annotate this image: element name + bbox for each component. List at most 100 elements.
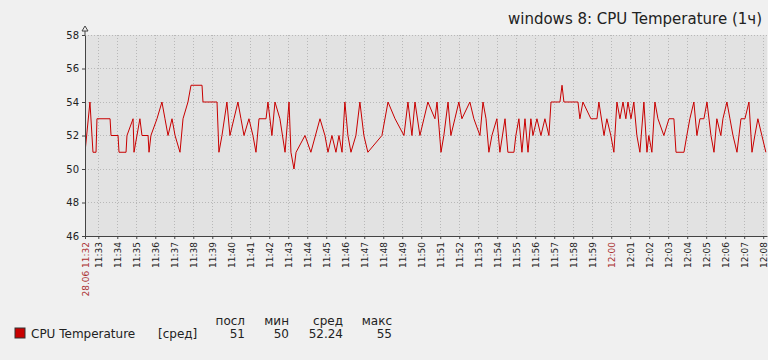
- x-tick-mark: [687, 236, 688, 239]
- x-tick-mark: [421, 236, 422, 239]
- x-tick-mark: [250, 236, 251, 239]
- grid-line-x: [421, 35, 422, 236]
- x-tick-label: 12:07: [740, 242, 750, 268]
- x-tick-mark: [136, 236, 137, 239]
- x-tick-label: 11:34: [113, 242, 123, 268]
- x-tick: 11:36: [151, 236, 161, 268]
- y-tick: 50: [66, 164, 85, 175]
- plot-marks: [85, 85, 766, 169]
- x-tick-label: 11:38: [189, 242, 199, 268]
- x-tick-label: 11:42: [265, 242, 275, 268]
- x-tick-mark: [573, 236, 574, 239]
- x-tick-mark: [668, 236, 669, 239]
- x-tick: 28.06 11:32: [81, 236, 91, 297]
- legend: CPU Temperature[сред]послминсредмакс5150…: [15, 314, 392, 341]
- x-tick: 11:57: [550, 236, 560, 268]
- grid-line-x: [744, 35, 745, 236]
- x-tick: 11:48: [379, 236, 389, 268]
- grid-line-x: [269, 35, 270, 236]
- grid-line-x: [402, 35, 403, 236]
- x-tick-label: 28.06 11:32: [81, 242, 91, 297]
- chart-container: 4648505254565828.06 11:3211:3311:3411:35…: [0, 0, 768, 360]
- y-tick-label: 56: [66, 63, 79, 74]
- grid: [85, 35, 767, 236]
- y-tick: 54: [66, 97, 85, 108]
- legend-header: мин: [264, 314, 289, 328]
- x-tick-label: 11:39: [208, 242, 218, 268]
- y-tick-mark: [82, 35, 85, 36]
- x-tick: 11:53: [474, 236, 484, 268]
- grid-line-x: [193, 35, 194, 236]
- x-tick-mark: [288, 236, 289, 239]
- grid-line-x: [326, 35, 327, 236]
- x-tick-mark: [516, 236, 517, 239]
- x-tick-mark: [98, 236, 99, 239]
- x-tick-mark: [193, 236, 194, 239]
- x-tick: 11:34: [113, 236, 123, 268]
- x-tick-label: 12:05: [702, 242, 712, 268]
- x-axis: 28.06 11:3211:3311:3411:3511:3611:3711:3…: [81, 236, 768, 297]
- grid-line-x: [478, 35, 479, 236]
- x-tick: 11:50: [417, 236, 427, 268]
- x-tick-mark: [535, 236, 536, 239]
- legend-function: [сред]: [158, 327, 197, 341]
- grid-line-x: [288, 35, 289, 236]
- x-tick-label: 11:50: [417, 242, 427, 268]
- y-tick-mark: [82, 169, 85, 170]
- x-tick: 12:02: [645, 236, 655, 268]
- grid-line-x: [668, 35, 669, 236]
- x-tick-mark: [402, 236, 403, 239]
- x-tick-label: 11:46: [341, 242, 351, 268]
- grid-line-x: [231, 35, 232, 236]
- grid-line-y: [85, 68, 767, 69]
- x-tick-label: 12:03: [664, 242, 674, 268]
- x-tick-label: 11:43: [284, 242, 294, 268]
- x-tick-label: 12:04: [683, 242, 693, 268]
- x-tick-label: 11:51: [436, 242, 446, 268]
- grid-line-x: [307, 35, 308, 236]
- x-tick: 11:37: [170, 236, 180, 268]
- x-tick: 11:43: [284, 236, 294, 268]
- x-tick-label: 11:40: [227, 242, 237, 268]
- x-tick: 11:40: [227, 236, 237, 268]
- y-tick: 46: [66, 231, 85, 242]
- x-tick-mark: [440, 236, 441, 239]
- x-tick-label: 11:48: [379, 242, 389, 268]
- legend-value: 52.24: [309, 327, 343, 341]
- x-tick: 11:51: [436, 236, 446, 268]
- x-tick-label: 11:52: [455, 242, 465, 268]
- x-tick: 11:41: [246, 236, 256, 268]
- x-tick-mark: [364, 236, 365, 239]
- x-tick: 11:39: [208, 236, 218, 268]
- grid-line-x: [459, 35, 460, 236]
- x-tick-mark: [383, 236, 384, 239]
- x-tick: 11:33: [94, 236, 104, 268]
- y-tick: 52: [66, 130, 85, 141]
- x-tick-mark: [478, 236, 479, 239]
- grid-line-x: [383, 35, 384, 236]
- x-tick: 11:49: [398, 236, 408, 268]
- x-tick: 11:55: [512, 236, 522, 268]
- series-line: [85, 85, 766, 169]
- x-tick-mark: [497, 236, 498, 239]
- y-tick: 48: [66, 197, 85, 208]
- grid-line-x: [592, 35, 593, 236]
- x-axis-line: [86, 236, 768, 237]
- y-tick-label: 58: [66, 30, 79, 41]
- x-tick-label: 11:58: [569, 242, 579, 268]
- grid-line-x: [98, 35, 99, 236]
- x-tick: 12:03: [664, 236, 674, 268]
- x-tick-label: 12:00: [607, 242, 617, 268]
- grid-line-x: [250, 35, 251, 236]
- x-tick: 11:58: [569, 236, 579, 268]
- grid-line-y: [85, 102, 767, 103]
- grid-line-x: [763, 35, 764, 236]
- x-tick: 11:44: [303, 236, 313, 268]
- x-tick: 12:07: [740, 236, 750, 268]
- x-tick-label: 11:59: [588, 242, 598, 268]
- x-tick: 11:45: [322, 236, 332, 268]
- y-tick-label: 46: [66, 231, 79, 242]
- x-tick-label: 11:36: [151, 242, 161, 268]
- x-tick-label: 12:06: [721, 242, 731, 268]
- x-tick: 11:59: [588, 236, 598, 268]
